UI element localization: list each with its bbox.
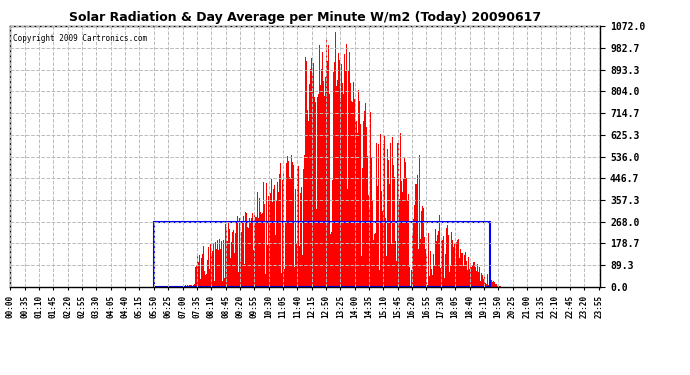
Bar: [154, 222, 490, 287]
Text: Copyright 2009 Cartronics.com: Copyright 2009 Cartronics.com: [13, 34, 148, 43]
Title: Solar Radiation & Day Average per Minute W/m2 (Today) 20090617: Solar Radiation & Day Average per Minute…: [69, 11, 542, 24]
